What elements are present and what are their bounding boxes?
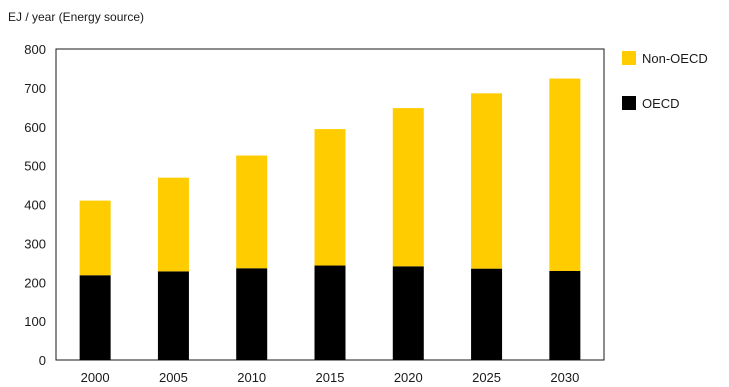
y-tick-label: 500 — [24, 159, 46, 174]
bar-non-oecd-2020 — [392, 108, 424, 267]
y-tick-label: 400 — [24, 198, 46, 213]
bar-oecd-2015 — [314, 265, 346, 360]
y-tick-label: 700 — [24, 81, 46, 96]
bar-oecd-2025 — [471, 268, 503, 360]
legend-swatch-oecd — [622, 96, 636, 110]
x-tick-label: 2005 — [159, 370, 188, 385]
y-tick-label: 200 — [24, 275, 46, 290]
y-tick-label: 100 — [24, 314, 46, 329]
bar-non-oecd-2000 — [79, 200, 111, 276]
x-tick-label: 2015 — [316, 370, 345, 385]
bar-oecd-2005 — [157, 271, 189, 360]
x-tick-label: 2020 — [394, 370, 423, 385]
bar-non-oecd-2010 — [236, 155, 268, 269]
bar-oecd-2000 — [79, 275, 111, 360]
y-axis-ticks: 0 100 200 300 400 500 600 700 800 — [24, 42, 46, 368]
bars — [79, 78, 581, 360]
x-tick-label: 2025 — [472, 370, 501, 385]
y-tick-label: 600 — [24, 120, 46, 135]
y-tick-label: 800 — [24, 42, 46, 57]
y-tick-label: 0 — [39, 353, 46, 368]
x-tick-label: 2030 — [550, 370, 579, 385]
bar-non-oecd-2025 — [471, 93, 503, 269]
y-tick-label: 300 — [24, 236, 46, 251]
legend: Non-OECD OECD — [622, 51, 708, 111]
x-axis-ticks: 2000 2005 2010 2015 2020 2025 2030 — [81, 370, 580, 385]
legend-label: OECD — [642, 96, 680, 111]
bar-non-oecd-2005 — [157, 177, 189, 272]
legend-label: Non-OECD — [642, 51, 708, 66]
bar-non-oecd-2015 — [314, 129, 346, 266]
y-axis-label: EJ / year (Energy source) — [8, 10, 144, 24]
bar-oecd-2020 — [392, 266, 424, 360]
bar-oecd-2030 — [549, 270, 581, 360]
legend-swatch-non-oecd — [622, 51, 636, 65]
bar-oecd-2010 — [236, 268, 268, 360]
x-tick-label: 2010 — [237, 370, 266, 385]
x-tick-label: 2000 — [81, 370, 110, 385]
bar-non-oecd-2030 — [549, 78, 581, 271]
